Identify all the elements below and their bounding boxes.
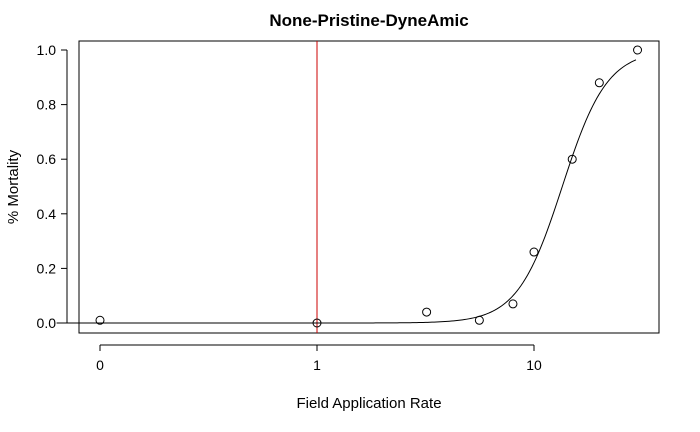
- fit-curve: [56, 59, 637, 324]
- x-tick-label: 0: [96, 357, 104, 373]
- chart-title: None-Pristine-DyneAmic: [269, 11, 468, 30]
- y-tick-label: 1.0: [37, 42, 57, 58]
- y-tick-label: 0.8: [37, 97, 57, 113]
- data-points: [95, 45, 643, 328]
- data-point: [594, 78, 604, 88]
- data-point: [567, 154, 577, 164]
- y-axis: 0.0 0.2 0.4 0.6 0.8 1.0: [37, 42, 68, 331]
- data-point: [529, 247, 539, 257]
- plot-frame: [78, 40, 660, 334]
- y-axis-label: % Mortality: [5, 149, 22, 224]
- data-point: [312, 318, 322, 328]
- x-tick-label: 10: [526, 357, 542, 373]
- y-tick-label: 0.0: [37, 315, 57, 331]
- data-point: [508, 299, 518, 309]
- y-tick-label: 0.2: [37, 260, 57, 276]
- x-axis-label: Field Application Rate: [296, 395, 441, 412]
- x-axis: 0 1 10: [96, 344, 542, 373]
- data-point: [633, 45, 643, 55]
- y-tick-label: 0.6: [37, 151, 57, 167]
- x-tick-label: 1: [313, 357, 321, 373]
- data-point: [95, 315, 105, 325]
- y-tick-label: 0.4: [37, 206, 57, 222]
- data-point: [474, 315, 484, 325]
- data-point: [422, 307, 432, 317]
